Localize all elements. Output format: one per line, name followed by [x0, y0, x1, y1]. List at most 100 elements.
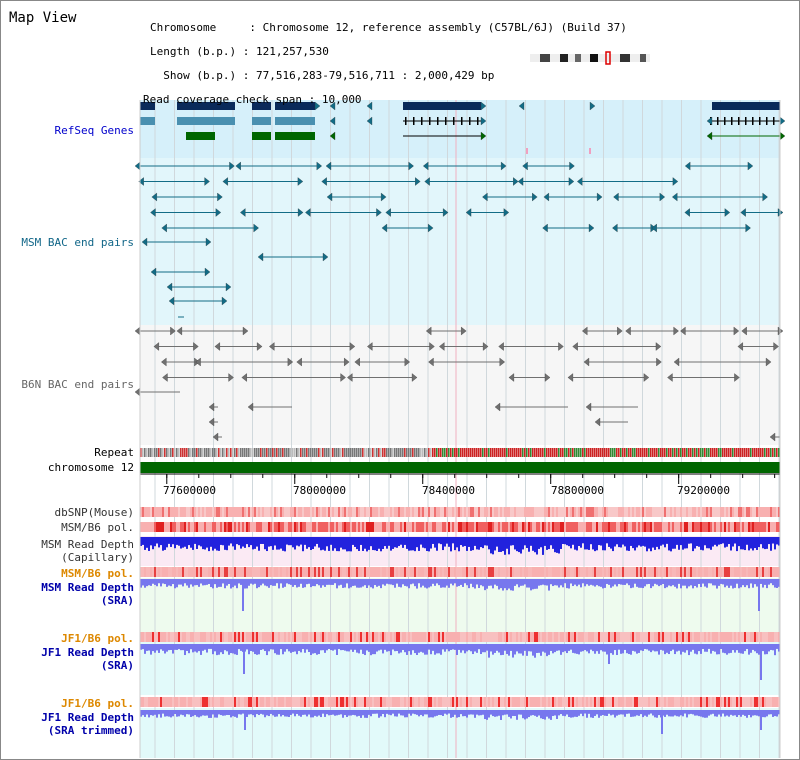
depth-msm-sra-bar: [698, 579, 700, 585]
depth-jf1-sra-bar: [282, 644, 284, 655]
depth-capillary-bar: [196, 537, 198, 549]
repeat-mark: [400, 448, 402, 457]
pol-mark: [470, 697, 472, 707]
pol-mark: [304, 567, 306, 577]
track-label-msm-b6-pol-sra[interactable]: MSM/B6 pol.: [61, 567, 134, 580]
pol-mark: [146, 632, 148, 642]
depth-capillary-bar: [506, 537, 508, 549]
depth-msm-sra-bar: [522, 579, 524, 586]
pol-mark: [308, 522, 310, 532]
pol-mark: [276, 522, 278, 532]
repeat-mark: [186, 448, 188, 457]
depth-msm-sra-bar: [270, 579, 272, 586]
repeat-mark: [630, 448, 632, 457]
msm-bac-end: [204, 267, 211, 277]
pol-mark: [386, 567, 388, 577]
pol-mark: [230, 522, 232, 532]
depth-jf1-sra-bar: [550, 644, 552, 651]
pol-mark: [736, 697, 738, 707]
pol-mark: [402, 632, 404, 642]
pol-mark: [502, 522, 504, 532]
depth-msm-sra-bar: [564, 579, 566, 584]
depth-capillary-bar: [292, 537, 294, 548]
pol-mark: [584, 697, 586, 707]
pol-mark: [672, 632, 674, 642]
pol-mark: [268, 567, 270, 577]
pol-mark: [242, 522, 244, 532]
depth-jf1-trim-bar: [210, 710, 212, 718]
pol-mark: [302, 632, 304, 642]
pol-mark: [264, 522, 266, 532]
track-label-msm-b6-pol-capillary[interactable]: MSM/B6 pol.: [61, 521, 134, 534]
repeat-mark: [764, 448, 766, 457]
depth-msm-sra-bar: [312, 579, 314, 587]
pol-mark: [772, 522, 774, 532]
pol-mark: [326, 567, 328, 577]
depth-jf1-trim-bar: [498, 710, 500, 716]
depth-capillary-bar: [308, 537, 310, 548]
depth-msm-sra-bar: [172, 579, 174, 585]
depth-jf1-trim-bar: [766, 710, 768, 717]
depth-msm-sra-bar: [694, 579, 696, 587]
b6n-bac-end: [617, 326, 623, 336]
depth-jf1-sra-bar: [342, 644, 344, 651]
track-label-jf1-b6-pol-trimmed[interactable]: JF1/B6 pol.: [61, 697, 134, 710]
depth-msm-sra-bar: [324, 579, 326, 587]
pol-mark: [370, 697, 372, 707]
pol-mark: [702, 697, 704, 707]
depth-msm-sra-bar: [378, 579, 380, 586]
track-label-dbsnp[interactable]: dbSNP(Mouse): [54, 506, 134, 519]
depth-jf1-sra-bar: [340, 644, 342, 651]
depth-jf1-trim-bar: [390, 710, 392, 716]
pol-mark: [330, 522, 332, 532]
pol-mark: [168, 697, 170, 707]
depth-jf1-trim-bar: [714, 710, 716, 717]
pol-mark: [756, 632, 758, 642]
track-label-jf1-b6-pol[interactable]: JF1/B6 pol.: [61, 632, 134, 645]
depth-jf1-trim-bar: [556, 710, 558, 719]
track-label-refseq[interactable]: RefSeq Genes: [54, 124, 134, 137]
dbsnp-mark: [260, 507, 262, 517]
pol-mark: [166, 632, 168, 642]
pol-mark: [508, 632, 510, 642]
depth-jf1-trim-bar: [408, 710, 410, 714]
depth-jf1-trim-bar: [482, 710, 484, 715]
pol-mark: [328, 697, 330, 707]
depth-msm-sra-bar: [442, 579, 444, 588]
track-label-msm-depth-capillary[interactable]: MSM Read Depth: [41, 538, 134, 551]
track-label-msm-bac[interactable]: MSM BAC end pairs: [21, 236, 134, 249]
depth-jf1-trim-bar: [514, 710, 516, 716]
pol-mark: [718, 697, 720, 707]
track-label-msm-depth-sra[interactable]: MSM Read Depth: [41, 581, 134, 594]
track-label-jf1-depth-sra[interactable]: JF1 Read Depth: [41, 646, 134, 659]
pol-mark: [722, 567, 724, 577]
pol-mark: [450, 522, 452, 532]
dbsnp-mark: [628, 507, 630, 517]
track-label-repeat[interactable]: Repeat: [94, 446, 134, 459]
depth-capillary-bar: [362, 537, 364, 551]
repeat-mark: [440, 448, 442, 457]
dbsnp-mark: [554, 507, 556, 517]
depth-jf1-sra-bar: [604, 644, 606, 652]
track-label-b6n-bac[interactable]: B6N BAC end pairs: [21, 378, 134, 391]
depth-jf1-sra-bar-spike: [243, 644, 245, 674]
pol-mark: [574, 697, 576, 707]
depth-jf1-sra-bar: [334, 644, 336, 650]
pol-mark: [456, 522, 458, 532]
pol-mark: [198, 697, 200, 707]
track-label-jf1-depth-trimmed[interactable]: JF1 Read Depth: [41, 711, 134, 724]
msm-bac-end: [672, 192, 678, 202]
repeat-mark: [448, 448, 450, 457]
repeat-mark: [778, 448, 780, 457]
b6n-bac-end: [161, 357, 167, 367]
pol-mark: [748, 632, 750, 642]
pol-mark: [320, 697, 322, 707]
depth-jf1-sra-bar: [716, 644, 718, 655]
pol-mark: [200, 697, 202, 707]
depth-jf1-sra-bar: [538, 644, 540, 653]
dbsnp-mark: [648, 507, 650, 517]
depth-jf1-trim-bar: [216, 710, 218, 718]
track-label-chromosome[interactable]: chromosome 12: [47, 461, 134, 474]
pol-mark: [726, 522, 728, 532]
depth-capillary-bar: [530, 537, 532, 546]
